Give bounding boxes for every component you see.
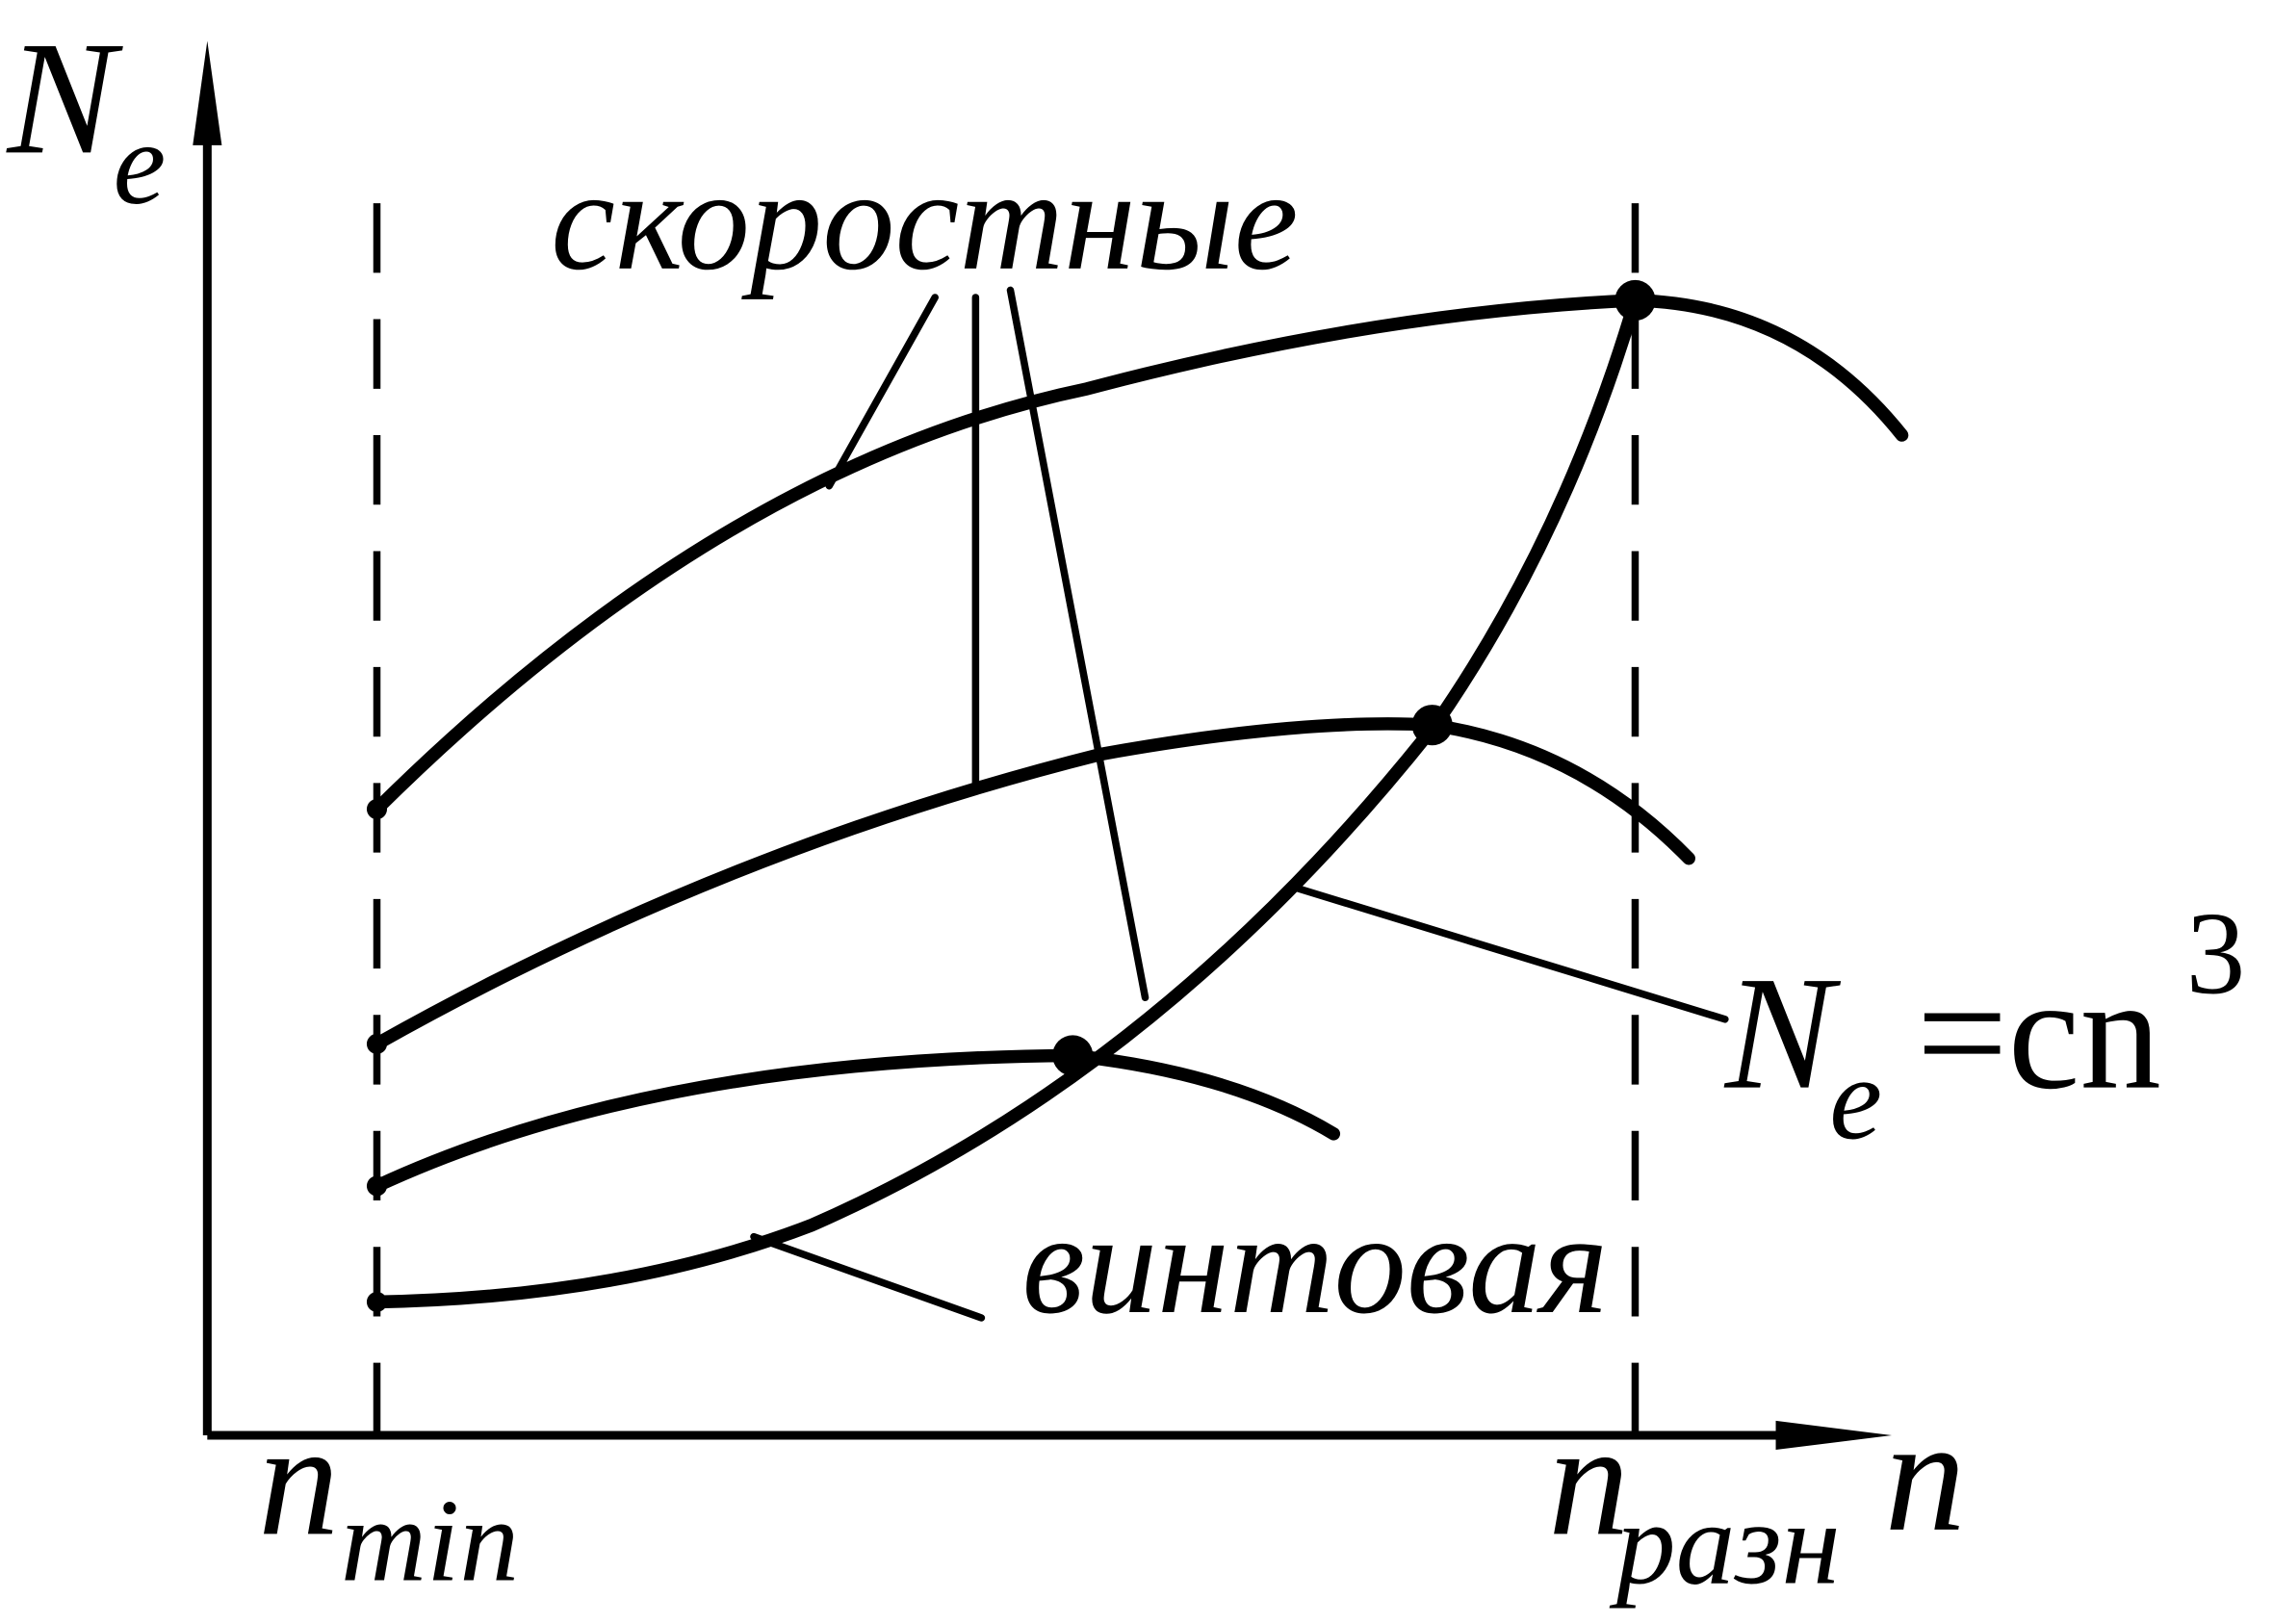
point	[366, 1291, 388, 1312]
point	[366, 1175, 388, 1197]
leader	[1006, 286, 1149, 1001]
y-axis-label: N	[6, 9, 124, 188]
x-arrow	[1775, 1420, 1892, 1451]
x-mark-subscript: min	[341, 1475, 519, 1607]
speed-curve	[370, 1048, 1341, 1193]
point	[1411, 705, 1453, 746]
formula-main: N	[1723, 944, 1842, 1123]
x-mark-subscript: разн	[1609, 1478, 1841, 1610]
leader	[825, 294, 939, 490]
x-mark: n	[258, 1390, 339, 1569]
x-axis-label: n	[1884, 1386, 1965, 1565]
leader	[1290, 884, 1729, 1023]
point	[1052, 1035, 1094, 1076]
x-mark: n	[1548, 1390, 1629, 1569]
point	[366, 798, 388, 820]
y-arrow	[193, 40, 222, 145]
speed-curve	[370, 717, 1695, 1051]
points	[366, 279, 1656, 1312]
y-axis-subscript: e	[113, 97, 166, 229]
propeller-curve	[370, 294, 1642, 1309]
propeller-label: винтовая	[1022, 1183, 1609, 1344]
formula-rest: =cn	[1917, 944, 2161, 1123]
point	[1614, 279, 1656, 322]
speed-label: скоростные	[551, 140, 1298, 300]
formula-subscript: e	[1829, 1032, 1882, 1164]
leader	[750, 1232, 986, 1322]
speed-curve	[370, 294, 1909, 816]
formula-superscript: 3	[2186, 888, 2246, 1019]
point	[366, 1033, 388, 1054]
